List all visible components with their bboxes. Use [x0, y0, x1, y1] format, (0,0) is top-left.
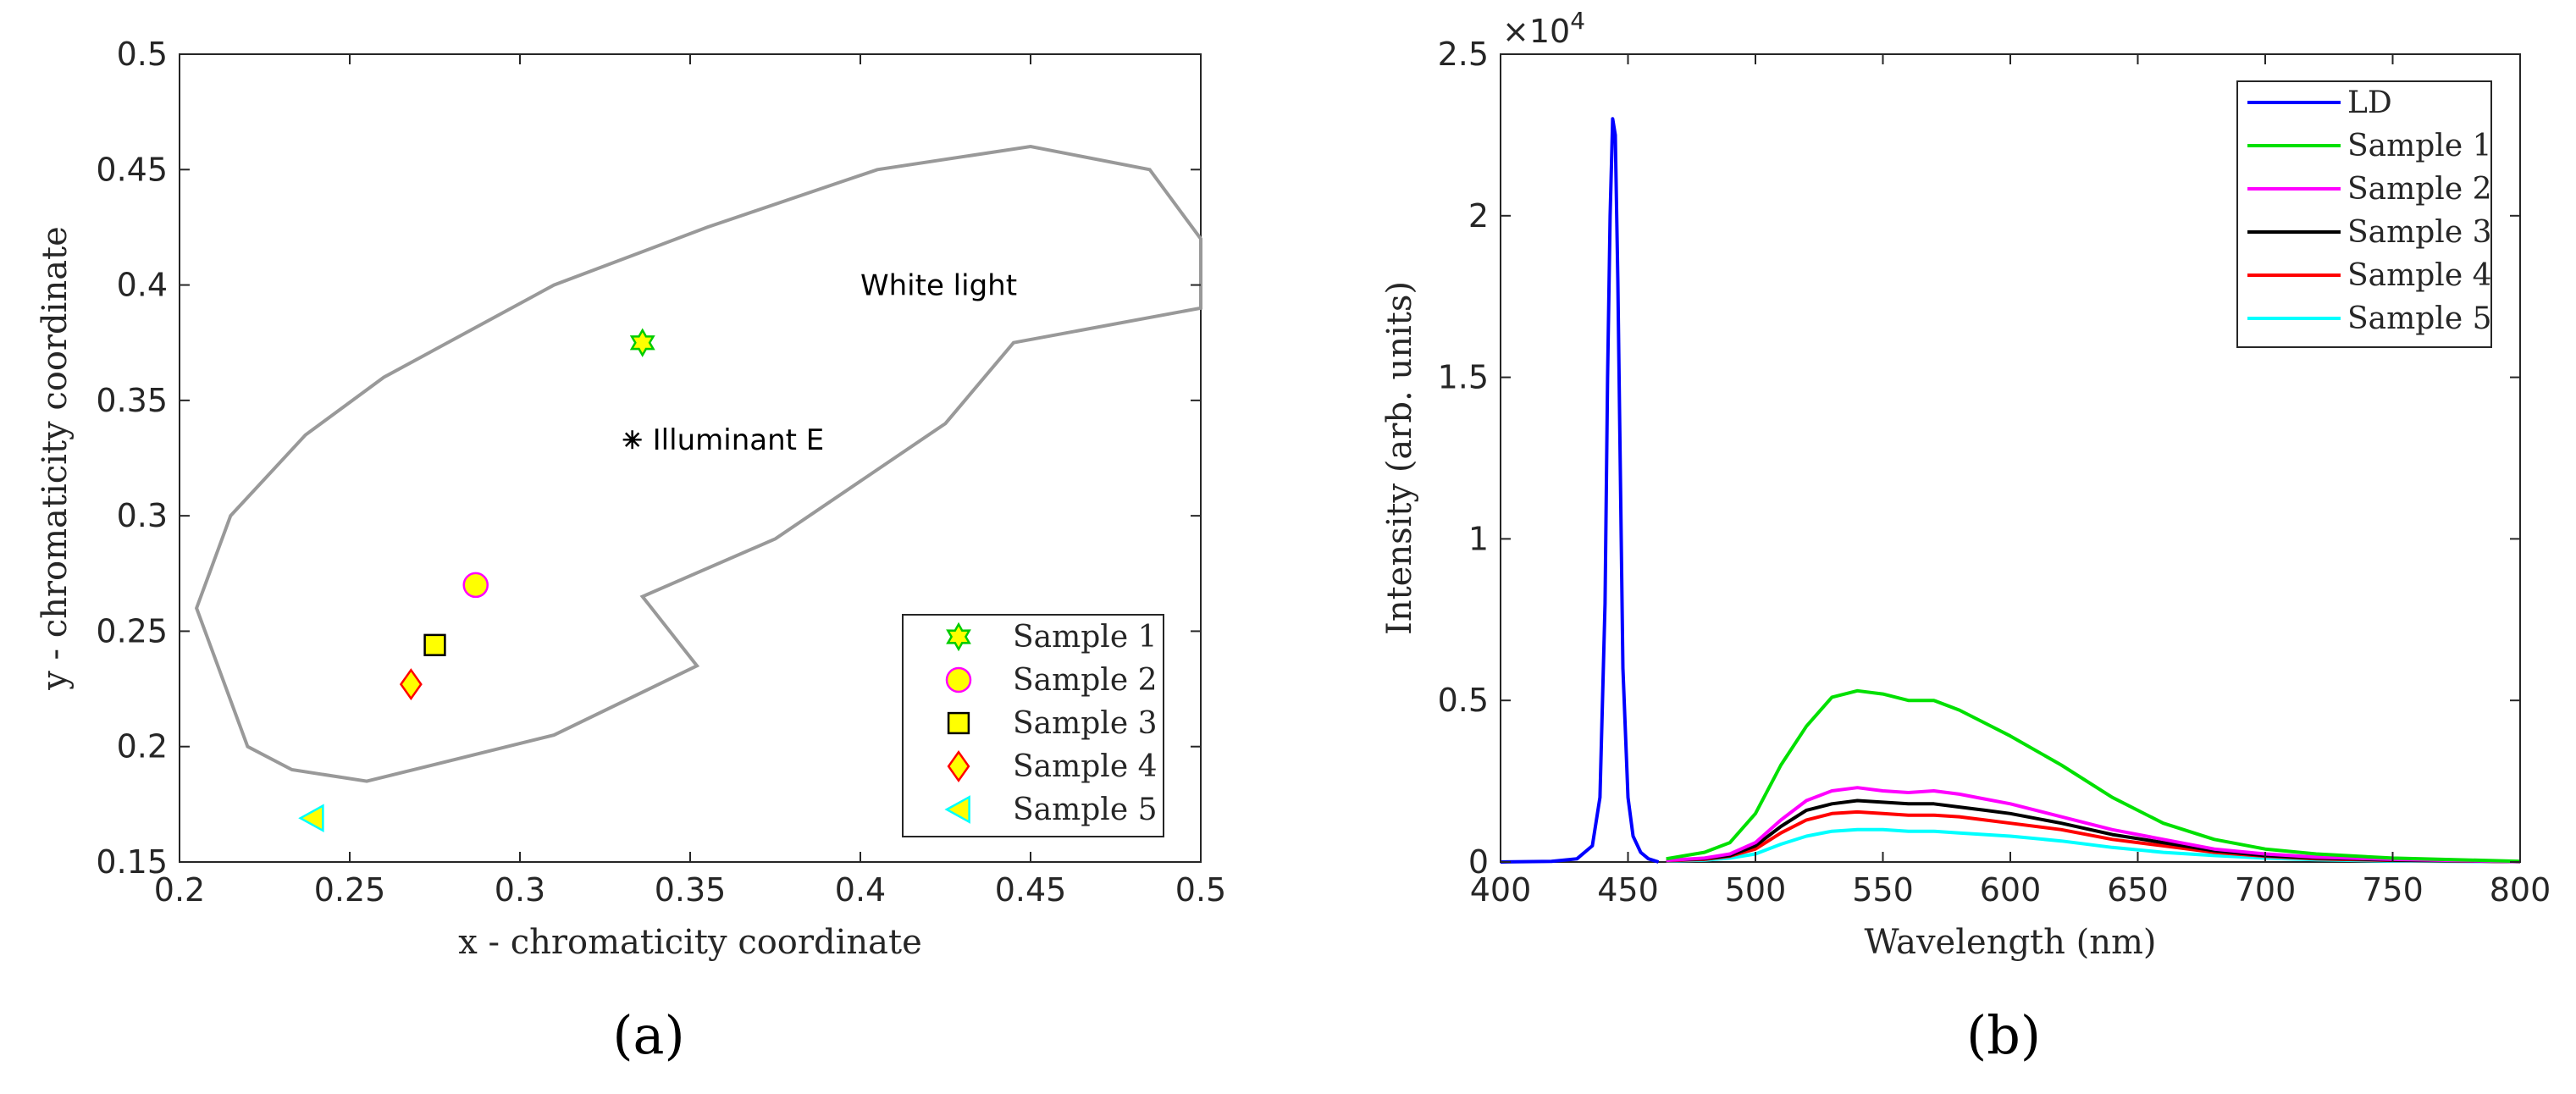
x-tick-label: 0.5 [1175, 871, 1226, 909]
y-ticks-b: 0 0.5 1 1.5 2 2.5 [1438, 36, 2520, 881]
y-tick-label: 0.15 [96, 843, 168, 881]
x-tick-label: 750 [2362, 871, 2424, 909]
legend-b-label-3: Sample 3 [2347, 215, 2491, 250]
legend-a-label-1: Sample 1 [1013, 620, 1157, 655]
x-ticks-b: 400 450 500 550 600 650 700 750 800 [1470, 54, 2551, 909]
sample-markers [298, 328, 655, 833]
spectrum-lines [1500, 117, 2521, 864]
y-tick-label: 1.5 [1438, 359, 1489, 396]
x-tick-label: 500 [1725, 871, 1787, 909]
y-tick-label: 0.35 [96, 382, 168, 419]
legend-b: LD Sample 1 Sample 2 Sample 3 Sample 4 Sample… [2236, 80, 2492, 348]
chromaticity-chart: White light Illuminant E 0.2 0.25 0.3 0.35 0… [36, 36, 1226, 1066]
legend-a-marker-1 [946, 622, 971, 652]
white-light-label: White light [860, 269, 1017, 303]
illuminant-e-label: Illuminant E [653, 423, 825, 457]
sample-2-marker [462, 572, 489, 599]
legend-b-label-1: Sample 1 [2347, 129, 2491, 163]
series-line-5 [1666, 827, 2521, 864]
legend-a-label-3: Sample 3 [1013, 706, 1157, 741]
white-light-region [194, 144, 1202, 783]
y-multiplier-exponent: 4 [1570, 7, 1585, 35]
legend-a-marker-2 [945, 666, 972, 693]
x-tick-label: 600 [1980, 871, 2042, 909]
series-line-0 [1500, 117, 1660, 864]
legend-a-marker-5 [944, 795, 970, 824]
x-axis-label-b: Wavelength (nm) [1864, 923, 2156, 962]
x-tick-label: 0.45 [995, 871, 1067, 909]
x-ticks-a: 0.2 0.25 0.3 0.35 0.4 0.45 0.5 [154, 54, 1226, 909]
x-tick-label: 450 [1597, 871, 1659, 909]
legend-b-label-5: Sample 5 [2347, 301, 2491, 336]
legend-box-a [902, 614, 1164, 837]
x-tick-label: 550 [1852, 871, 1914, 909]
y-axis-label-a: y - chromaticity coordinate [36, 226, 75, 691]
y-tick-label: 2.5 [1438, 36, 1489, 73]
y-multiplier: ×104 [1502, 7, 1585, 50]
x-tick-label: 0.25 [314, 871, 386, 909]
legend-b-label-0: LD [2347, 86, 2392, 120]
legend-a: Sample 1 Sample 2 Sample 3 Sample 4 Sample 5 [902, 614, 1164, 837]
sample-5-marker [298, 804, 324, 833]
y-axis-label-b: Intensity (arb. units) [1380, 281, 1419, 635]
x-tick-label: 0.35 [655, 871, 727, 909]
y-tick-label: 0.3 [117, 497, 168, 534]
panel-label-b: (b) [1966, 1004, 2041, 1066]
y-tick-label: 0.5 [117, 36, 168, 73]
x-tick-label: 800 [2490, 871, 2551, 909]
legend-b-label-4: Sample 4 [2347, 258, 2491, 293]
legend-a-label-5: Sample 5 [1013, 793, 1157, 827]
x-axis-label-a: x - chromaticity coordinate [458, 923, 922, 962]
x-tick-label: 0.3 [495, 871, 545, 909]
series-line-1 [1666, 688, 2521, 864]
y-tick-label: 0.2 [117, 728, 168, 765]
sample-1-marker [629, 328, 655, 357]
x-tick-label: 650 [2107, 871, 2169, 909]
sample-4-marker [399, 668, 423, 701]
x-tick-label: 400 [1470, 871, 1532, 909]
y-tick-label: 0.45 [96, 151, 168, 188]
y-tick-label: 0.25 [96, 612, 168, 649]
y-ticks-a: 0.15 0.2 0.25 0.3 0.35 0.4 0.45 0.5 [96, 36, 1201, 881]
illuminant-e-mark [624, 432, 640, 447]
y-tick-label: 2 [1468, 197, 1489, 235]
y-multiplier-base: ×10 [1502, 13, 1570, 50]
x-tick-label: 700 [2235, 871, 2297, 909]
legend-a-marker-4 [947, 750, 970, 782]
legend-a-label-2: Sample 2 [1013, 663, 1157, 698]
spectrum-chart: 400 450 500 550 600 650 700 750 800 0 0.5 1 1.5 2 2.5… [1380, 7, 2551, 1066]
legend-a-label-4: Sample 4 [1013, 749, 1157, 784]
y-tick-label: 0.4 [117, 267, 168, 304]
panel-label-a: (a) [612, 1004, 684, 1066]
y-tick-label: 0.5 [1438, 682, 1489, 719]
legend-a-marker-3 [947, 711, 970, 735]
x-tick-label: 0.2 [154, 871, 205, 909]
illuminant-e-point [622, 430, 642, 450]
y-tick-label: 1 [1468, 520, 1489, 557]
series-line-2 [1666, 786, 2521, 864]
y-tick-label: 0 [1468, 843, 1489, 881]
legend-box-b [2236, 80, 2492, 348]
legend-b-label-2: Sample 2 [2347, 172, 2491, 207]
sample-3-marker [423, 633, 446, 656]
x-tick-label: 0.4 [835, 871, 886, 909]
